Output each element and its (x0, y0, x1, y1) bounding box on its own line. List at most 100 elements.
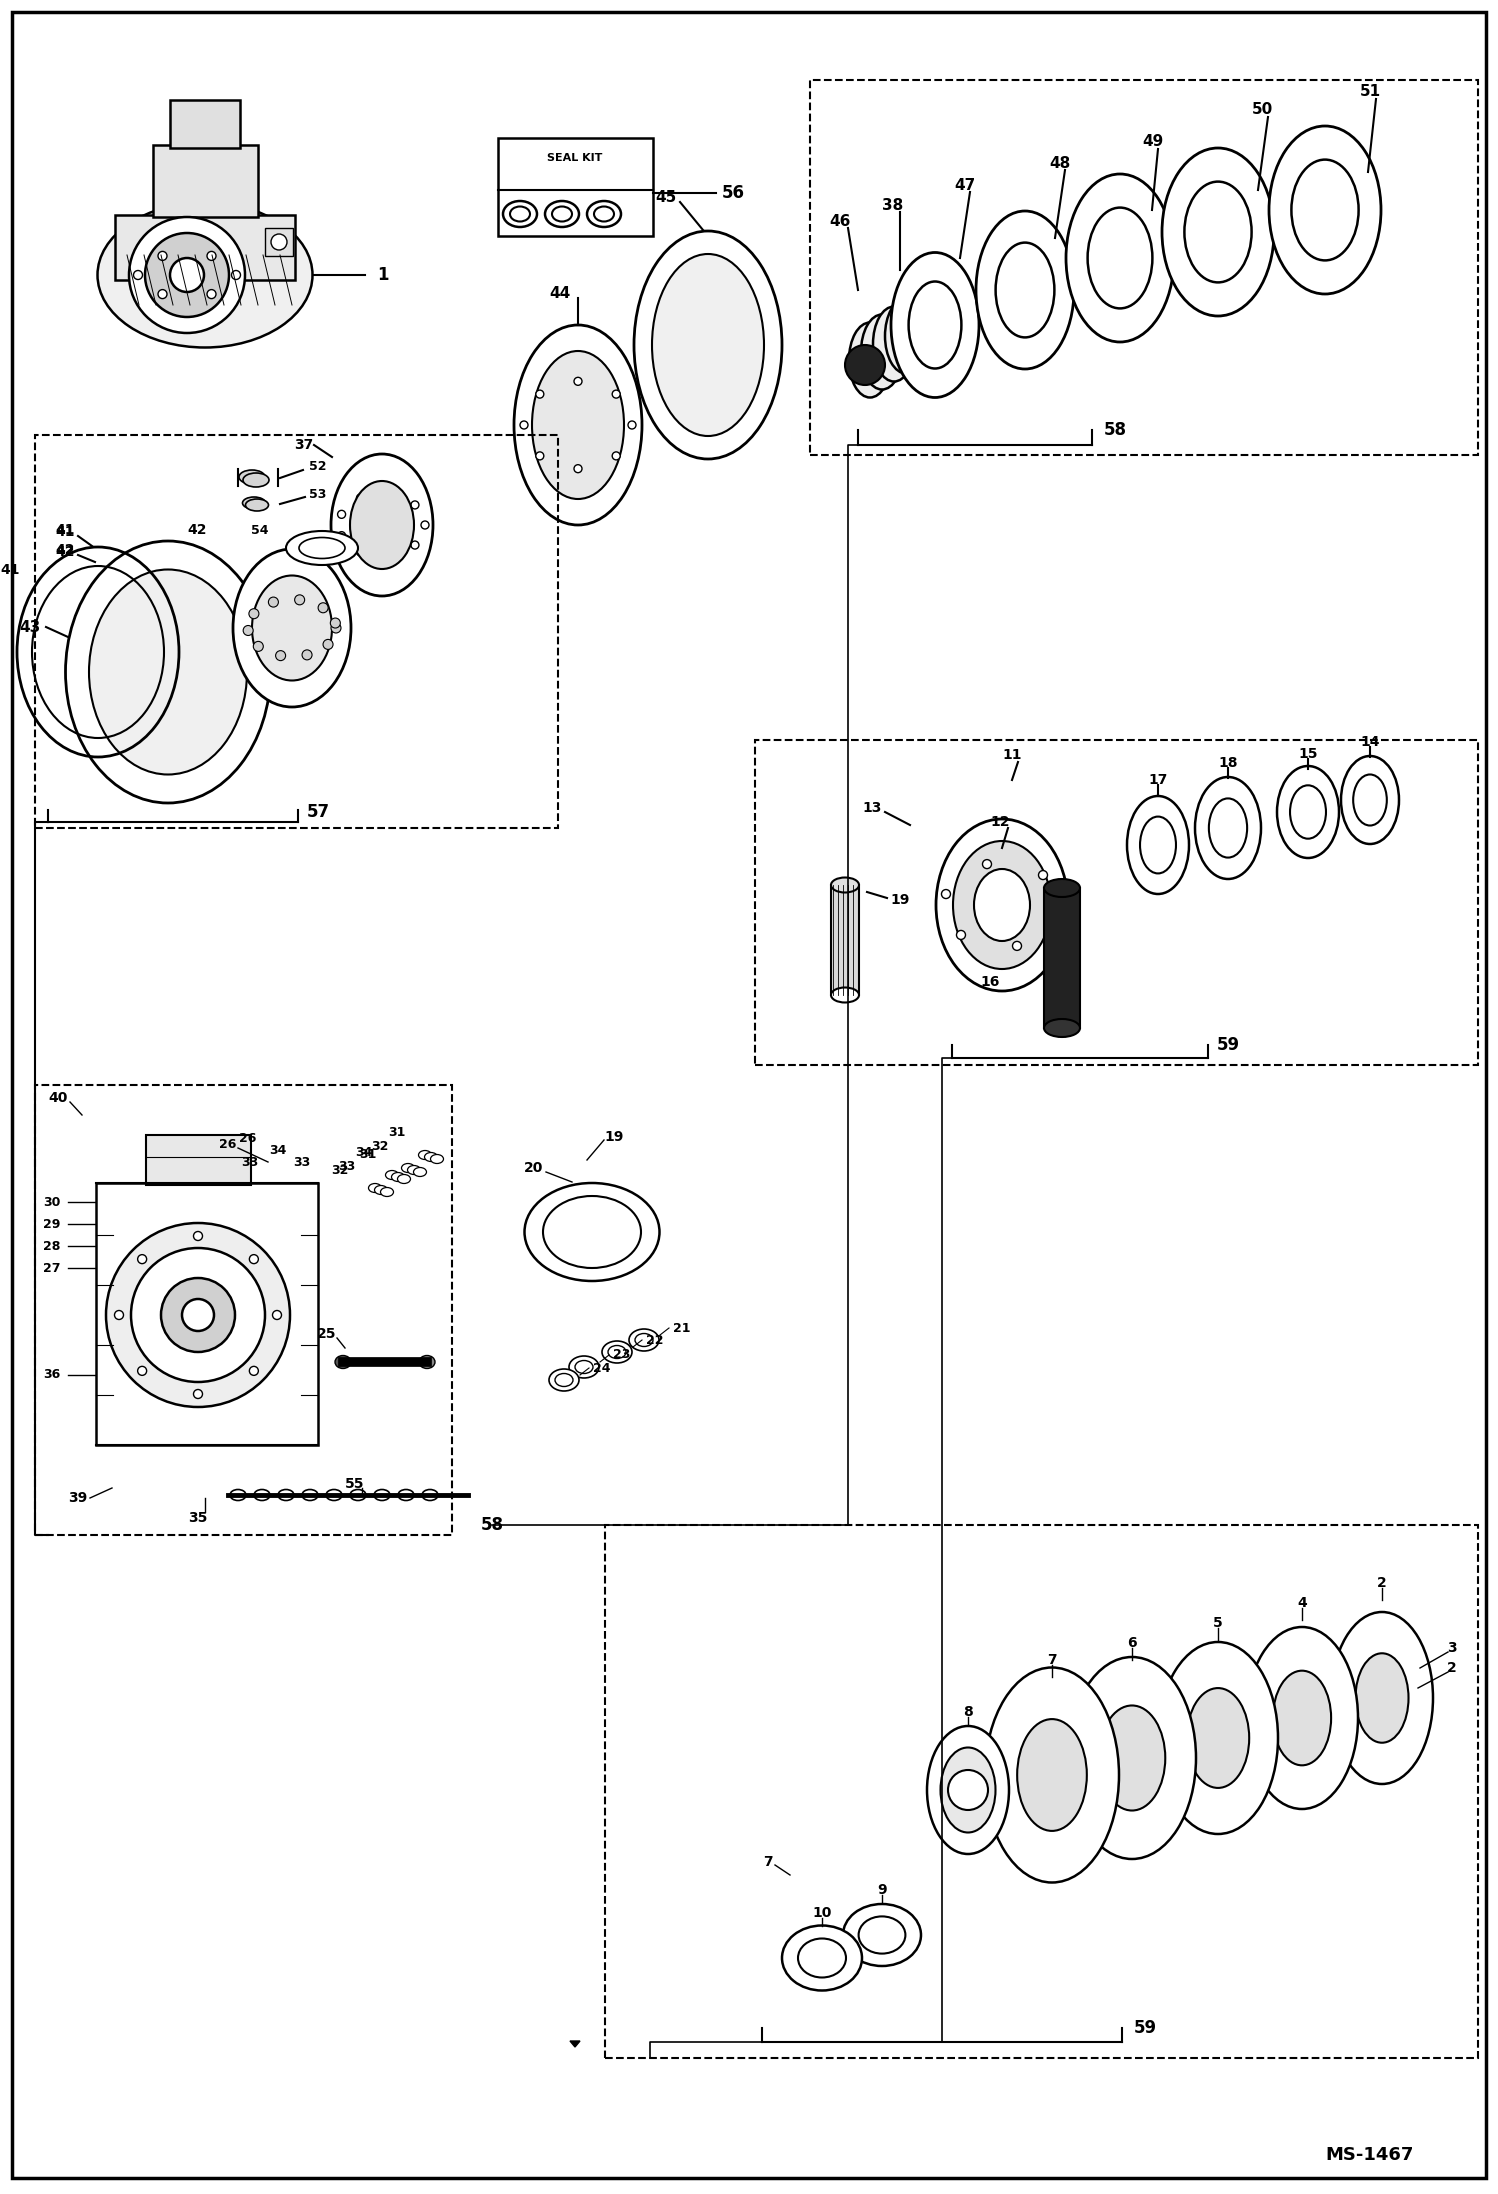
Ellipse shape (1044, 1018, 1080, 1038)
Ellipse shape (391, 1172, 404, 1183)
Ellipse shape (397, 1174, 410, 1183)
Text: 56: 56 (722, 184, 745, 202)
Circle shape (421, 520, 428, 529)
Circle shape (249, 1367, 258, 1376)
Text: 52: 52 (309, 461, 327, 474)
Ellipse shape (595, 206, 614, 222)
Text: 58: 58 (481, 1516, 503, 1534)
Ellipse shape (936, 818, 1068, 992)
Circle shape (385, 551, 394, 559)
Circle shape (145, 233, 229, 316)
Ellipse shape (843, 1904, 921, 1966)
Ellipse shape (941, 1746, 996, 1832)
Text: 57: 57 (307, 803, 330, 821)
Text: 23: 23 (613, 1349, 631, 1362)
Ellipse shape (243, 474, 270, 487)
Ellipse shape (652, 255, 764, 437)
Text: 19: 19 (604, 1130, 623, 1143)
Ellipse shape (88, 570, 247, 774)
Bar (755, 739, 1479, 1064)
Ellipse shape (509, 206, 530, 222)
Text: 15: 15 (1299, 746, 1318, 761)
Text: 7: 7 (762, 1854, 773, 1869)
Text: 36: 36 (43, 1369, 60, 1382)
Bar (115, 215, 295, 281)
Circle shape (249, 1255, 258, 1264)
Ellipse shape (608, 1345, 626, 1358)
Ellipse shape (1088, 208, 1152, 309)
Text: 44: 44 (550, 285, 571, 301)
Ellipse shape (569, 1356, 599, 1378)
Ellipse shape (873, 307, 915, 382)
Ellipse shape (1246, 1628, 1359, 1810)
Bar (169, 101, 240, 147)
Ellipse shape (909, 283, 951, 358)
Ellipse shape (413, 1167, 427, 1176)
Ellipse shape (1209, 799, 1248, 858)
Text: 31: 31 (388, 1126, 406, 1139)
Ellipse shape (252, 575, 333, 680)
Ellipse shape (430, 1154, 443, 1163)
Text: 55: 55 (345, 1477, 364, 1492)
Ellipse shape (1353, 774, 1387, 825)
Ellipse shape (849, 323, 891, 397)
Circle shape (628, 421, 637, 430)
Ellipse shape (401, 1163, 415, 1172)
Ellipse shape (369, 1183, 382, 1194)
Text: 33: 33 (339, 1158, 355, 1172)
Ellipse shape (1068, 1656, 1195, 1858)
Text: 35: 35 (189, 1512, 208, 1525)
Circle shape (324, 638, 333, 649)
Ellipse shape (331, 454, 433, 597)
Ellipse shape (418, 1150, 431, 1158)
Circle shape (337, 511, 346, 518)
Text: 34: 34 (270, 1143, 286, 1156)
Ellipse shape (885, 298, 927, 373)
Text: 53: 53 (309, 487, 327, 500)
Ellipse shape (891, 252, 980, 397)
Ellipse shape (419, 1356, 434, 1369)
Ellipse shape (542, 1196, 641, 1268)
Ellipse shape (551, 206, 572, 222)
Circle shape (303, 649, 312, 660)
Ellipse shape (374, 1185, 388, 1194)
Ellipse shape (587, 202, 622, 226)
Circle shape (331, 619, 340, 627)
Text: 50: 50 (1251, 103, 1273, 118)
Text: 39: 39 (69, 1492, 87, 1505)
Ellipse shape (635, 1334, 653, 1347)
Ellipse shape (1291, 160, 1359, 261)
Circle shape (957, 930, 966, 939)
Ellipse shape (602, 1341, 632, 1362)
Ellipse shape (1162, 147, 1273, 316)
Ellipse shape (1341, 757, 1399, 845)
Text: SEAL KIT: SEAL KIT (547, 154, 602, 162)
Circle shape (410, 500, 419, 509)
Text: 26: 26 (240, 1132, 256, 1145)
Text: 34: 34 (355, 1147, 373, 1158)
Ellipse shape (1332, 1613, 1434, 1784)
Circle shape (276, 652, 286, 660)
Text: 45: 45 (656, 189, 677, 204)
Text: 7: 7 (1047, 1652, 1056, 1667)
Circle shape (130, 1248, 265, 1382)
Circle shape (271, 235, 288, 250)
Circle shape (1038, 871, 1047, 880)
Ellipse shape (514, 325, 643, 524)
Ellipse shape (634, 230, 782, 459)
Text: 49: 49 (1143, 134, 1164, 149)
Circle shape (106, 1222, 291, 1406)
Circle shape (574, 465, 583, 472)
Text: 30: 30 (43, 1196, 61, 1209)
Text: 17: 17 (1149, 772, 1167, 788)
Text: 59: 59 (1134, 2018, 1156, 2036)
Text: 58: 58 (1104, 421, 1126, 439)
Circle shape (138, 1367, 147, 1376)
Circle shape (243, 625, 253, 636)
Ellipse shape (240, 470, 265, 485)
Ellipse shape (1356, 1654, 1408, 1742)
Ellipse shape (782, 1926, 861, 1990)
Text: 29: 29 (43, 1218, 61, 1231)
Bar (96, 1183, 318, 1446)
Ellipse shape (831, 987, 858, 1003)
